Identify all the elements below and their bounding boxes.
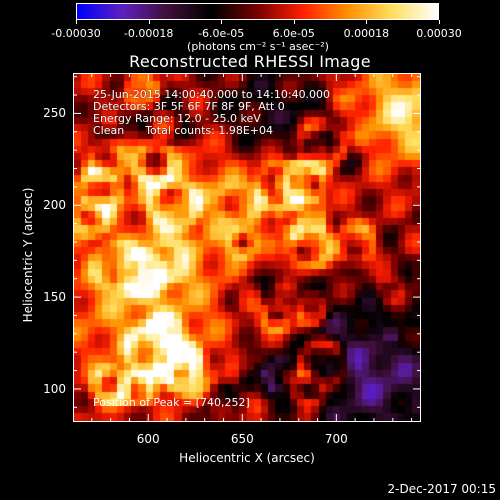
y-tick-label: 200 [43,198,66,213]
x-axis-label: Heliocentric X (arcsec) [179,451,315,465]
y-tick-label: 250 [43,106,66,121]
algorithm-counts-text: Clean Total counts: 1.98E+04 [93,124,274,137]
peak-position-text: Position of Peak = [740,252] [93,396,250,409]
heatmap-image [74,74,420,421]
colorbar-tick-label: -6.0e-05 [198,27,245,40]
y-tick-label: 150 [43,290,66,305]
colorbar-tick-label: -0.00018 [123,27,174,40]
colorbar [76,3,439,20]
colorbar-tickmark [148,20,150,24]
y-axis-label: Heliocentric Y (arcsec) [21,187,35,323]
colorbar-tickmark [366,20,368,24]
colorbar-unit-label: (photons cm⁻² s⁻¹ asec⁻²) [187,40,329,53]
colorbar-tickmark [76,20,77,24]
time-range-text: 25-Jun-2015 14:00:40.000 to 14:10:40.000 [93,88,331,101]
colorbar-tickmark [221,20,223,24]
x-tick-label: 600 [136,432,160,446]
colorbar-tickmark [293,20,295,24]
colorbar-tick-label: 0.00018 [343,27,390,40]
colorbar-tick-label: -0.00030 [51,27,101,40]
x-tick-label: 650 [230,432,254,446]
colorbar-tick-label: 0.00030 [416,27,462,40]
colorbar-tick-label: 6.0e-05 [272,27,315,40]
colorbar-tickmark [439,20,440,24]
y-tick-label: 100 [43,381,66,396]
colorbar-gradient [77,4,438,19]
detectors-text: Detectors: 3F 5F 6F 7F 8F 9F, Att 0 [93,100,285,113]
plot-area [73,73,421,422]
chart-title: Reconstructed RHESSI Image [129,52,371,71]
x-tick-label: 700 [324,432,348,446]
timestamp: 2-Dec-2017 00:15 [387,482,496,496]
energy-range-text: Energy Range: 12.0 - 25.0 keV [93,112,261,125]
